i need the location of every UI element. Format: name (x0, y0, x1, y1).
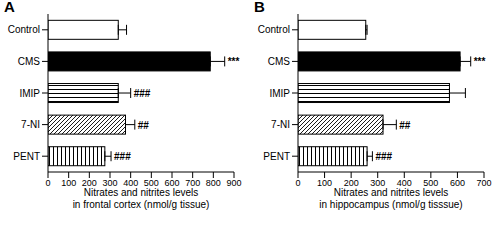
svg-text:##: ## (399, 120, 411, 131)
svg-text:IMIP: IMIP (19, 88, 40, 99)
svg-text:0: 0 (295, 178, 300, 188)
svg-text:CMS: CMS (268, 56, 291, 67)
svg-text:500: 500 (144, 178, 159, 188)
svg-text:Control: Control (8, 24, 40, 35)
svg-text:600: 600 (450, 178, 465, 188)
svg-text:200: 200 (82, 178, 97, 188)
svg-text:Nitrates and nitrites levelsin: Nitrates and nitrites levelsin hippocamp… (319, 187, 462, 210)
svg-text:400: 400 (123, 178, 138, 188)
svg-text:***: *** (228, 56, 240, 67)
svg-text:PENT: PENT (13, 151, 40, 162)
svg-text:200: 200 (344, 178, 359, 188)
svg-text:400: 400 (397, 178, 412, 188)
svg-text:100: 100 (61, 178, 76, 188)
svg-text:###: ### (134, 88, 151, 99)
svg-text:500: 500 (423, 178, 438, 188)
svg-text:***: *** (474, 56, 486, 67)
svg-text:300: 300 (370, 178, 385, 188)
svg-text:Control: Control (258, 24, 290, 35)
svg-text:Nitrates and nitrites levelsin: Nitrates and nitrites levelsin frontal c… (73, 187, 210, 210)
svg-text:PENT: PENT (263, 151, 290, 162)
svg-text:7-NI: 7-NI (21, 119, 40, 130)
svg-text:##: ## (138, 120, 150, 131)
svg-text:800: 800 (206, 178, 221, 188)
svg-text:###: ### (114, 151, 131, 162)
svg-text:900: 900 (226, 178, 241, 188)
svg-text:100: 100 (317, 178, 332, 188)
svg-text:7-NI: 7-NI (271, 119, 290, 130)
svg-text:###: ### (375, 151, 392, 162)
svg-text:CMS: CMS (18, 56, 41, 67)
svg-text:0: 0 (45, 178, 50, 188)
svg-text:700: 700 (185, 178, 200, 188)
svg-text:600: 600 (164, 178, 179, 188)
svg-text:700: 700 (476, 178, 491, 188)
svg-text:IMIP: IMIP (269, 88, 290, 99)
svg-text:300: 300 (102, 178, 117, 188)
